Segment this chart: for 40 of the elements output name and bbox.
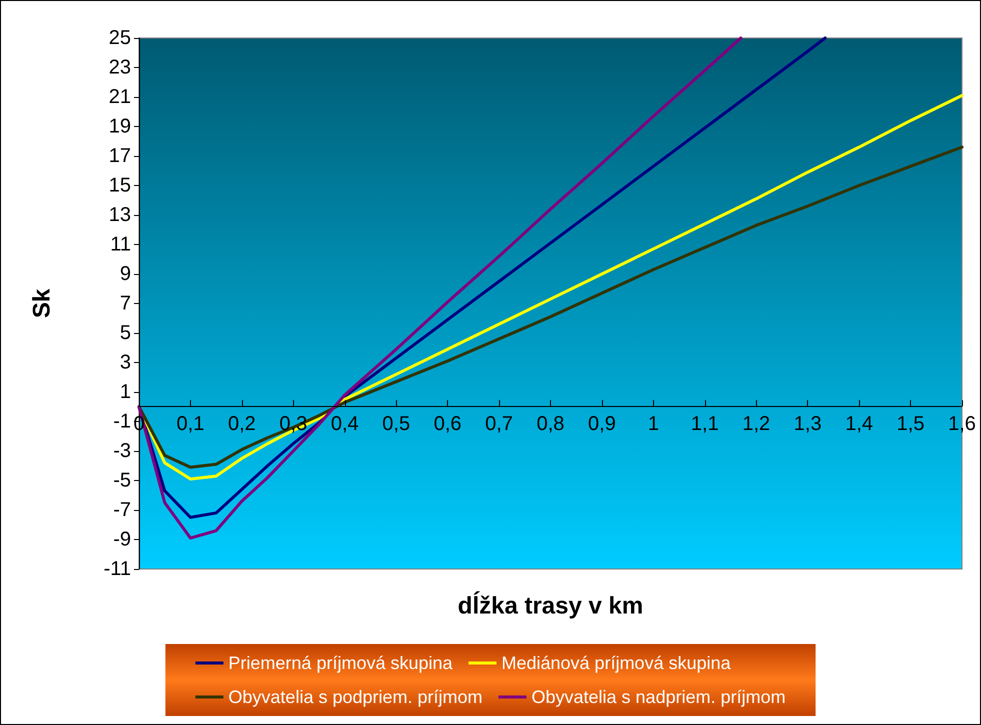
x-tick-label: 0,1 xyxy=(176,413,204,436)
y-tick-label: 3 xyxy=(120,352,131,374)
x-tick-label: 0,2 xyxy=(228,413,256,436)
y-tick-label: -9 xyxy=(113,528,131,550)
x-tick-label: 0,4 xyxy=(330,413,359,436)
y-tick-label: 23 xyxy=(108,56,131,78)
x-tick-label: 0,8 xyxy=(536,413,564,436)
y-tick-label: 25 xyxy=(108,27,131,49)
y-tick-label: -7 xyxy=(113,499,131,521)
y-tick-label: 15 xyxy=(108,174,131,196)
y-tick-label: 13 xyxy=(108,204,131,226)
y-tick-label: 11 xyxy=(110,234,131,256)
x-tick-label: 1,2 xyxy=(742,413,770,436)
legend-label: Priemerná príjmová skupina xyxy=(228,653,454,673)
legend-label: Mediánová príjmová skupina xyxy=(502,653,732,673)
y-tick-label: 5 xyxy=(120,322,131,344)
y-tick-label: 21 xyxy=(108,86,131,108)
x-tick-label: 0,5 xyxy=(382,413,410,436)
y-tick-label: -3 xyxy=(113,440,131,462)
x-tick-label: 1,6 xyxy=(948,413,976,436)
x-tick-label: 0,6 xyxy=(434,413,462,436)
x-tick-label: 1,5 xyxy=(896,413,924,436)
x-tick-label: 1,3 xyxy=(794,413,822,436)
x-tick-label: 1 xyxy=(648,413,659,436)
x-tick-label: 0,7 xyxy=(485,413,513,436)
y-tick-label: 1 xyxy=(120,381,131,403)
y-tick-label: -1 xyxy=(113,410,131,432)
x-tick-label: 0,9 xyxy=(588,413,616,436)
y-axis-title: Sk xyxy=(28,288,56,318)
y-tick-label: -5 xyxy=(113,470,131,492)
y-tick-label: 7 xyxy=(120,292,131,314)
x-tick-label: 1,1 xyxy=(690,413,719,436)
legend-label: Obyvatelia s nadpriem. príjmom xyxy=(532,687,786,707)
y-tick-label: 9 xyxy=(120,263,131,285)
legend-label: Obyvatelia s podpriem. príjmom xyxy=(228,687,482,707)
y-tick-label: 19 xyxy=(108,116,131,138)
x-axis-title: dĺžka trasy v km xyxy=(458,590,644,620)
y-tick-label: -11 xyxy=(104,558,131,580)
x-tick-label: 1,4 xyxy=(845,413,874,436)
y-tick-label: 17 xyxy=(108,145,131,167)
